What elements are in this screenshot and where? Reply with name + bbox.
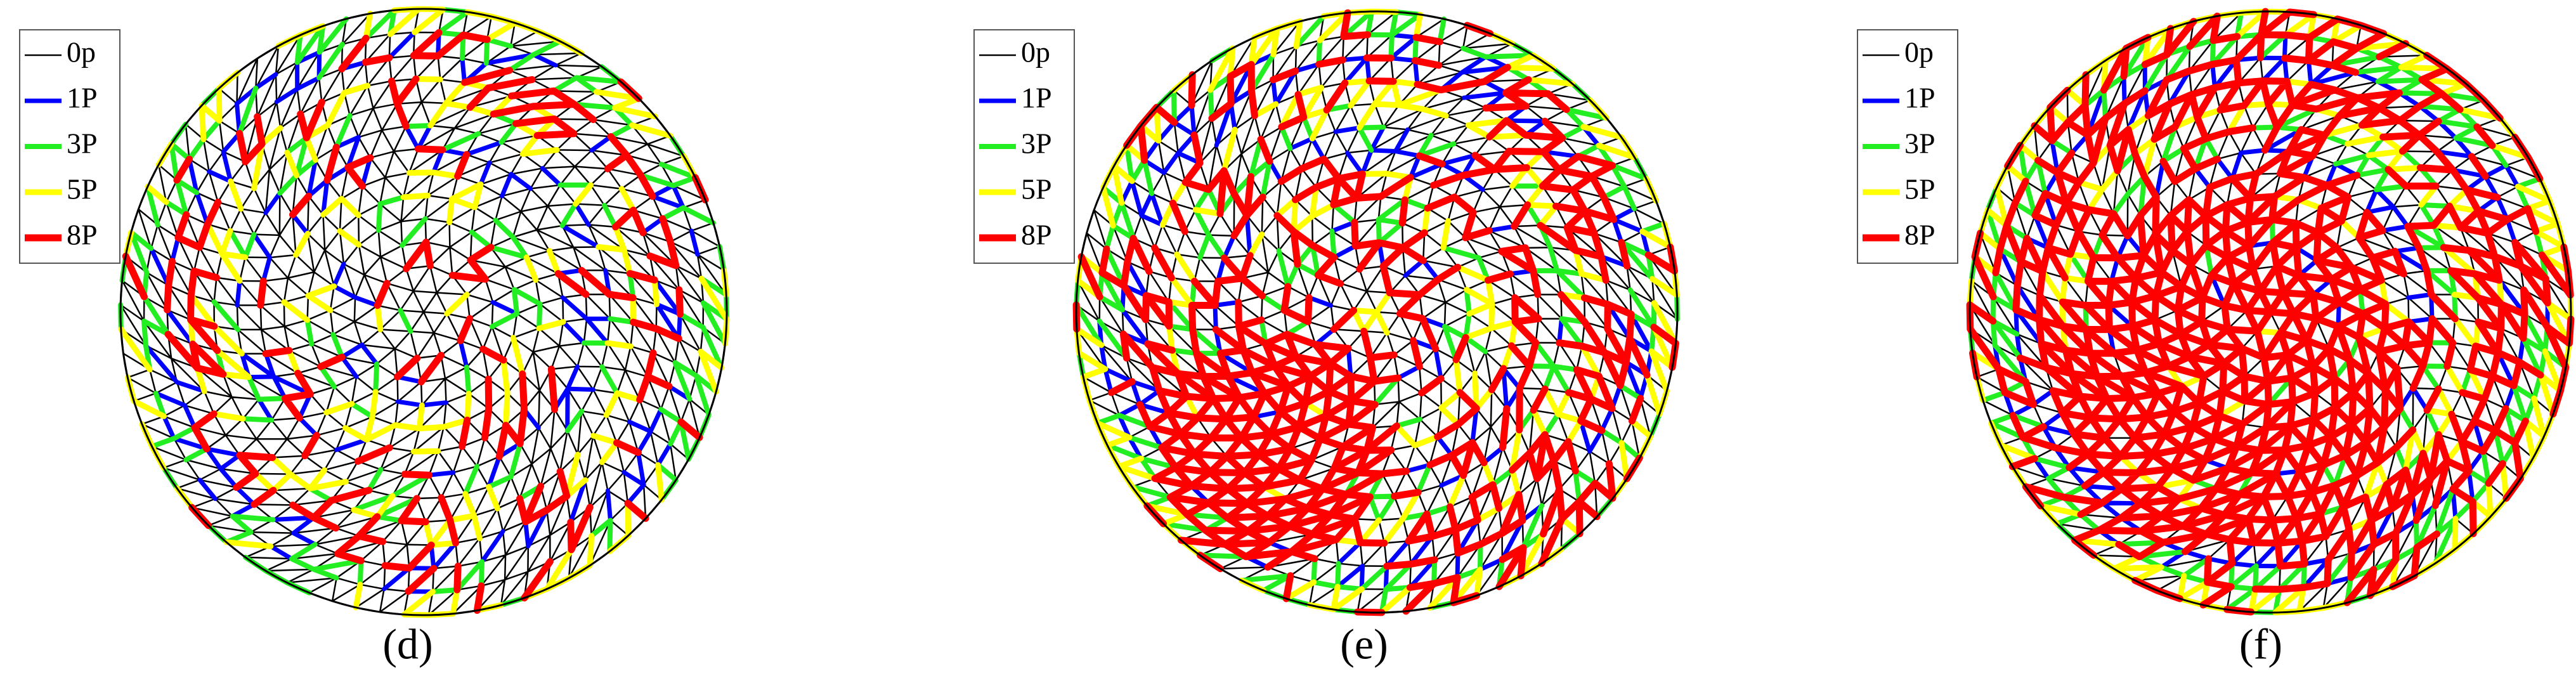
mesh-edges xyxy=(1966,8,2575,616)
mesh-panel xyxy=(1072,8,1680,616)
legend: 0p 1P 3P 5P 8P xyxy=(1857,29,1958,264)
legend-label: 0p xyxy=(1904,36,1934,68)
legend-label: 1P xyxy=(1904,82,1935,114)
mesh-edges xyxy=(1072,9,1679,616)
panel-label: (f) xyxy=(2239,620,2282,668)
mesh-boundary xyxy=(1075,10,1679,614)
legend-label: 8P xyxy=(67,219,98,251)
legend-label: 3P xyxy=(67,127,98,160)
legend: 0p 1P 3P 5P 8P xyxy=(19,29,120,264)
panel-label: (e) xyxy=(1340,620,1388,668)
legend-label: 5P xyxy=(1904,173,1935,205)
legend: 0p 1P 3P 5P 8P xyxy=(973,29,1075,264)
mesh-edges xyxy=(122,29,709,614)
mesh-panel xyxy=(118,6,730,618)
mesh-panel xyxy=(1966,8,2575,616)
panel-label: (d) xyxy=(382,620,433,668)
mesh-edges xyxy=(1968,11,2572,613)
mesh-boundary xyxy=(1968,10,2572,614)
legend-label: 0p xyxy=(1021,36,1050,68)
legend-label: 0p xyxy=(67,36,96,68)
mesh-edges xyxy=(1993,32,2550,590)
mesh-edges xyxy=(143,30,700,594)
mesh-boundary xyxy=(119,8,728,616)
legend-label: 5P xyxy=(67,173,98,205)
legend-label: 3P xyxy=(1021,127,1052,160)
mesh-edges xyxy=(119,8,727,616)
legend-label: 3P xyxy=(1904,127,1935,160)
legend-label: 5P xyxy=(1021,173,1052,205)
mesh-edges xyxy=(1097,32,1654,592)
legend-label: 1P xyxy=(67,82,98,114)
legend-label: 1P xyxy=(1021,82,1052,114)
legend-label: 8P xyxy=(1904,219,1935,251)
legend-label: 8P xyxy=(1021,219,1052,251)
